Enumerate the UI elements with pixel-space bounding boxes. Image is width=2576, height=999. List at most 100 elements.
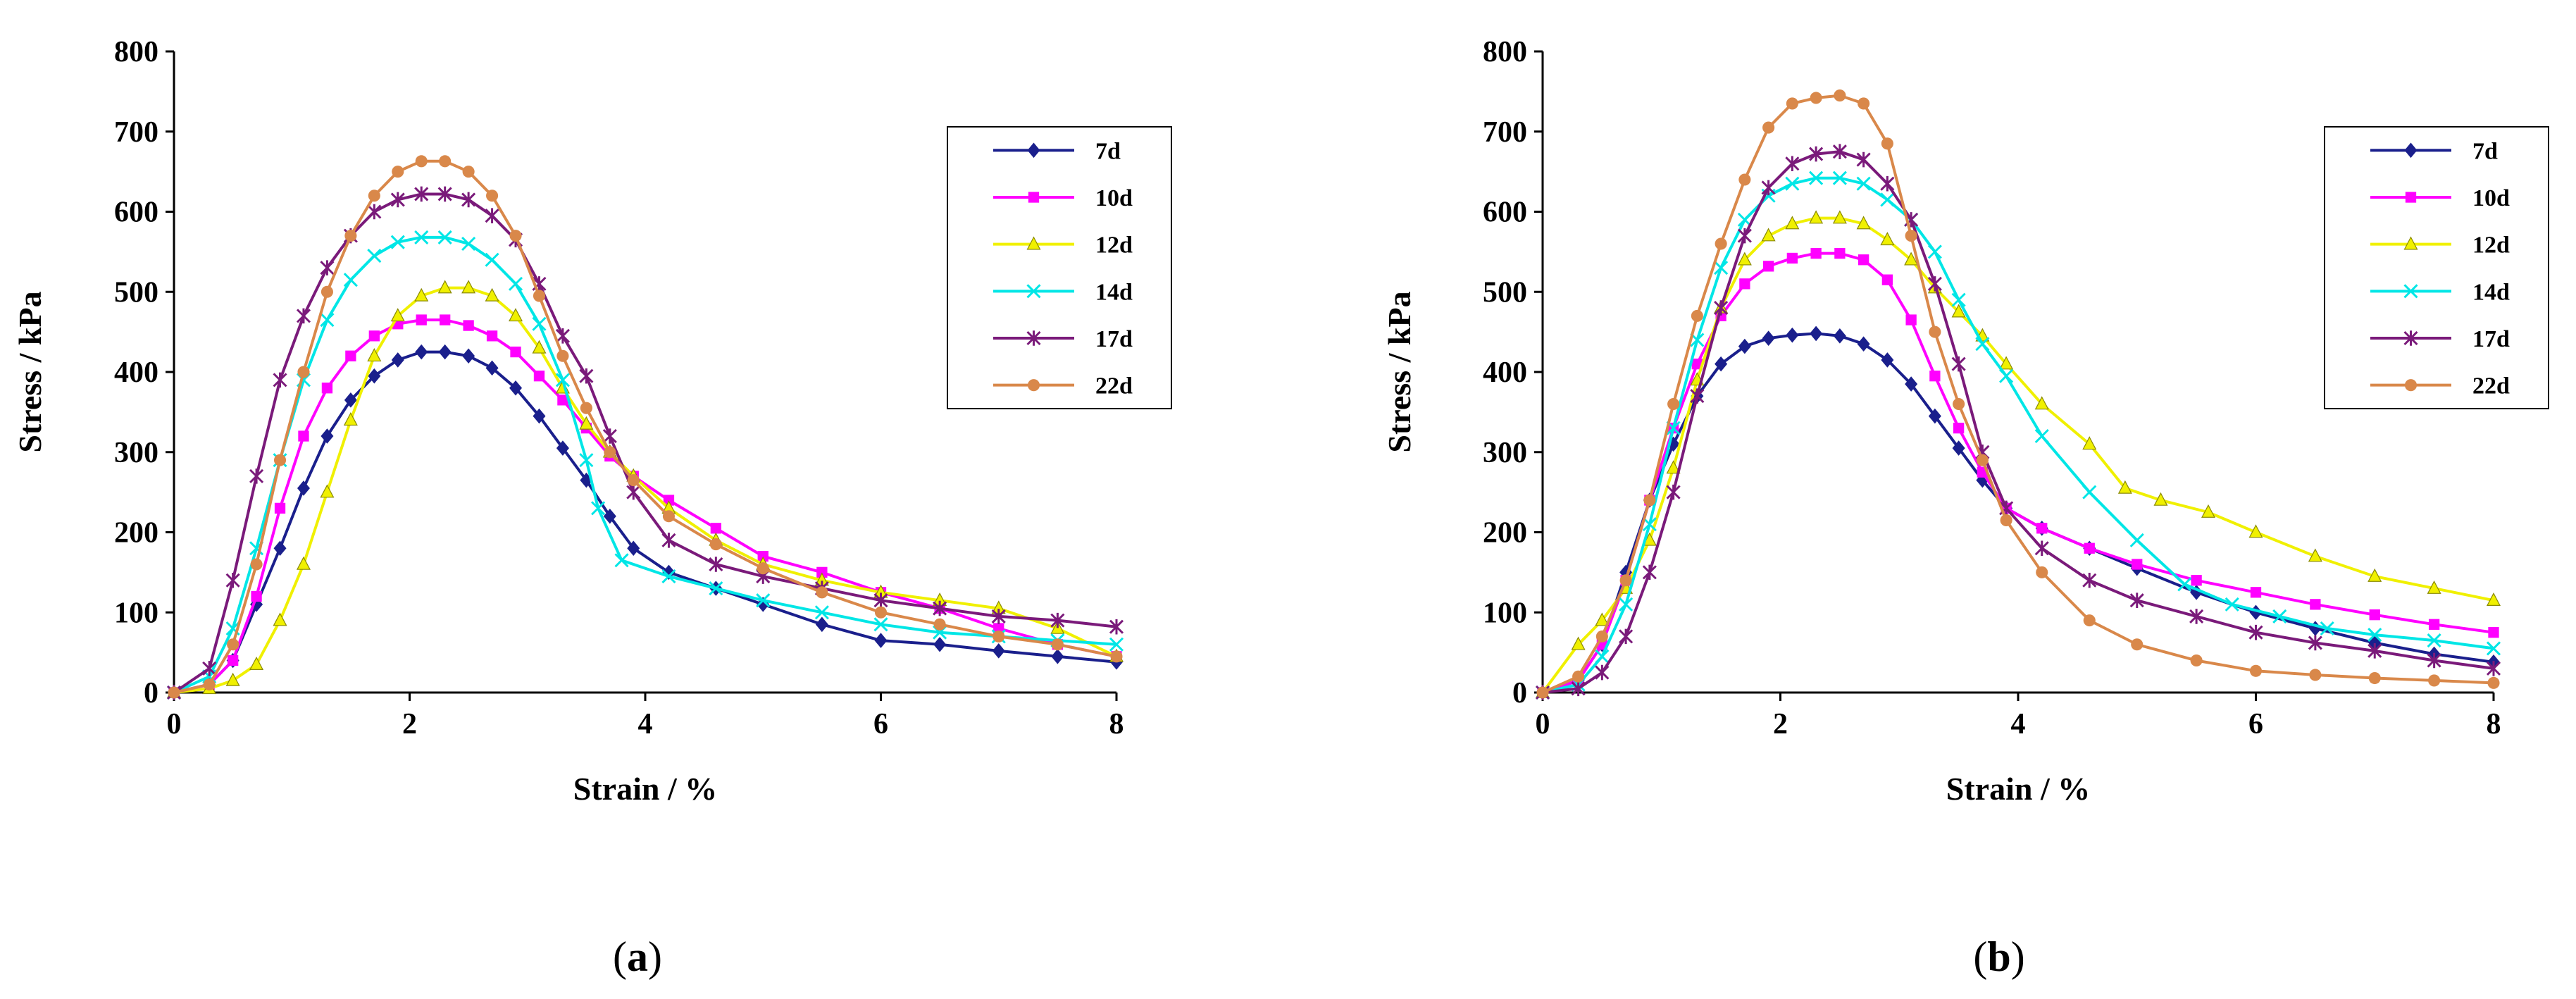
- data-point: [1571, 681, 1586, 697]
- data-point: [2367, 568, 2382, 582]
- data-point: [1999, 356, 2014, 370]
- panel-b-chart: 0 100 200 300 400 500 600 700 800 0 2 4 6 8 Strain / %…: [1381, 36, 2549, 807]
- data-point: [1666, 484, 1681, 500]
- data-point: [1785, 176, 1800, 191]
- data-point: [2190, 654, 2203, 667]
- data-point: [533, 408, 546, 424]
- y-tick-label: 500: [1483, 276, 1527, 309]
- legend-label: 14d: [2472, 279, 2510, 305]
- y-tick-label: 500: [114, 276, 158, 309]
- data-point: [709, 538, 722, 551]
- panel-a-label: (a): [613, 933, 662, 980]
- legend-label: 14d: [1095, 279, 1133, 305]
- data-point: [1881, 274, 1893, 285]
- data-point: [1786, 327, 1799, 343]
- data-point: [1834, 89, 1846, 102]
- data-point: [343, 412, 358, 426]
- data-point: [1595, 612, 1610, 626]
- data-point: [2308, 548, 2322, 562]
- data-point: [602, 428, 617, 444]
- panel-b-label: (b): [1973, 933, 2024, 980]
- legend-entry-17d: 17d: [993, 326, 1133, 352]
- data-point: [2189, 609, 2204, 624]
- data-point: [1953, 397, 1965, 411]
- data-point: [298, 430, 309, 442]
- data-point: [437, 280, 452, 294]
- data-point: [933, 618, 946, 631]
- data-point: [367, 204, 382, 220]
- data-point: [416, 314, 427, 325]
- data-point: [321, 383, 333, 394]
- data-point: [2129, 533, 2144, 547]
- data-point: [1643, 494, 1656, 507]
- data-point: [661, 569, 676, 584]
- data-point: [273, 540, 287, 557]
- legend-swatch-marker: [1026, 284, 1041, 299]
- data-point: [1737, 212, 1752, 227]
- data-point: [439, 155, 452, 168]
- legend-label: 12d: [1095, 232, 1133, 259]
- data-point: [580, 402, 592, 414]
- data-point: [2131, 638, 2143, 651]
- data-point: [274, 502, 286, 514]
- data-point: [390, 308, 405, 322]
- data-point: [485, 360, 499, 376]
- data-point: [1109, 619, 1124, 635]
- data-point: [320, 260, 335, 275]
- data-point: [1809, 146, 1824, 162]
- legend-entry-22d: 22d: [993, 373, 1133, 399]
- data-point: [2428, 619, 2440, 630]
- legend-entry-22d: 22d: [2370, 373, 2510, 399]
- data-point: [1880, 232, 1895, 246]
- data-point: [1927, 276, 1942, 292]
- data-point: [414, 186, 429, 202]
- data-point: [1833, 328, 1846, 344]
- y-tick-label: 0: [144, 677, 158, 709]
- data-point: [2308, 635, 2322, 651]
- data-point: [579, 368, 594, 384]
- x-tick-label: 2: [1773, 708, 1788, 740]
- data-point: [486, 330, 498, 342]
- data-point: [1881, 352, 1894, 368]
- data-point: [2036, 523, 2048, 534]
- data-point: [508, 276, 523, 291]
- data-point: [2428, 674, 2441, 687]
- legend-entry-7d: 7d: [993, 138, 1121, 164]
- data-point: [1786, 97, 1798, 110]
- data-point: [1905, 230, 1917, 242]
- legend-label: 12d: [2472, 232, 2510, 259]
- legend-entry-14d: 14d: [993, 279, 1133, 305]
- data-point: [591, 501, 606, 516]
- data-point: [874, 606, 888, 619]
- data-point: [661, 533, 676, 548]
- data-point: [1762, 330, 1775, 347]
- data-point: [1051, 638, 1064, 651]
- data-point: [437, 186, 452, 202]
- series-17d: [1535, 144, 2501, 700]
- data-point: [556, 440, 569, 456]
- x-tick-label: 4: [638, 708, 653, 740]
- data-point: [709, 557, 723, 572]
- data-point: [1619, 628, 1634, 645]
- data-point: [815, 616, 828, 633]
- data-point: [604, 446, 616, 459]
- data-point: [367, 249, 382, 263]
- data-point: [992, 643, 1005, 659]
- data-point: [1904, 252, 1919, 266]
- x-tick-label: 6: [2248, 708, 2263, 740]
- data-point: [2248, 624, 2263, 640]
- legend-entry-7d: 7d: [2370, 138, 2498, 164]
- legend-swatch-marker: [2403, 284, 2418, 299]
- data-point: [202, 661, 217, 676]
- legend-entry-10d: 10d: [993, 185, 1133, 211]
- data-point: [1832, 170, 1847, 185]
- legend-swatch-marker: [1028, 192, 1040, 203]
- data-point: [1976, 454, 1989, 466]
- data-point: [2191, 575, 2202, 586]
- data-point: [1858, 254, 1869, 266]
- y-tick-label: 400: [1483, 356, 1527, 389]
- data-point: [1856, 151, 1871, 168]
- data-point: [1715, 237, 1727, 250]
- data-point: [1571, 636, 1586, 650]
